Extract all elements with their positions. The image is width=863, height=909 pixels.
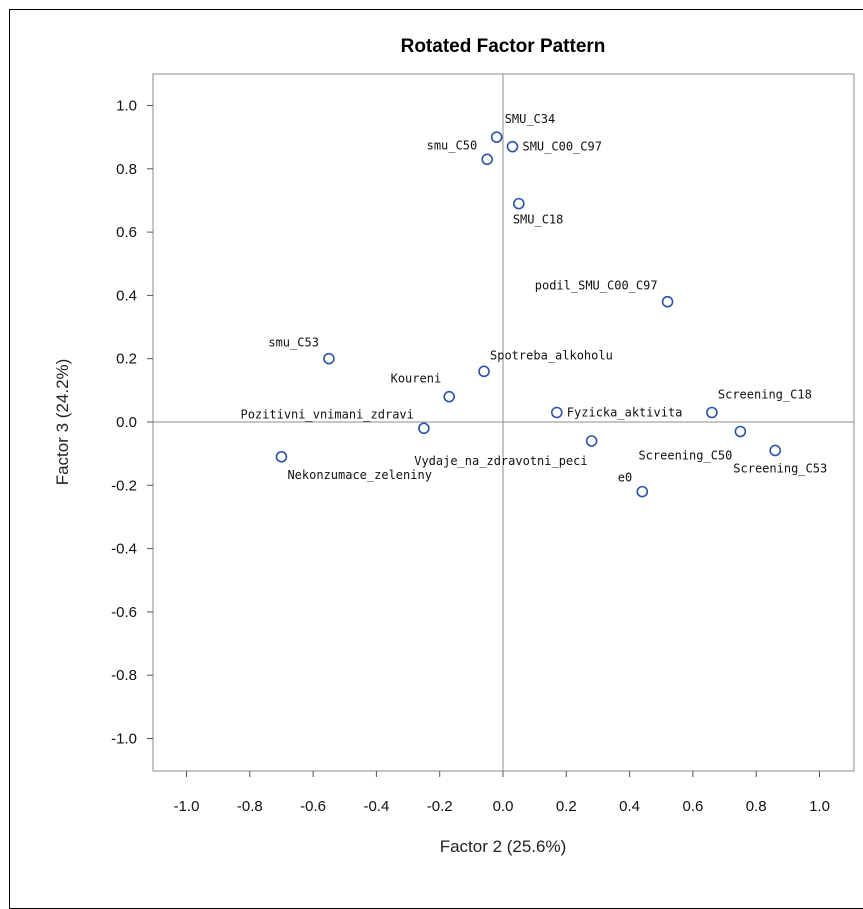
x-tick-label: 0.4 [619,798,640,815]
x-tick-label: 0.6 [682,798,703,815]
data-point [506,140,519,153]
y-tick-label: 0.2 [116,351,137,368]
x-tick-label: 0.8 [746,798,767,815]
plot-area: -1.0 -0.8 -0.6 -0.4 -0.2 0.0 0.2 0.4 0.6 0.8 1.0 1.… [111,73,855,815]
data-point [275,451,288,463]
y-tick-label: 0.0 [116,414,137,431]
data-point-label: Koureni [391,372,442,386]
data-point-label: Screening_C18 [718,388,812,402]
data-point [706,406,718,419]
x-tick-label: -0.4 [363,798,389,815]
y-tick-label: -0.2 [111,477,137,494]
data-point [661,295,674,308]
chart-title: Rotated Factor Pattern [401,36,606,57]
data-point-label: Nekonzumace_zeleniny [287,468,432,482]
y-tick-label: 1.0 [116,98,137,115]
x-tick-label: 1.0 [809,798,830,815]
y-tick-label: 0.6 [116,224,137,241]
data-point-label: Spotreba_alkoholu [490,348,613,362]
y-tick-label: -0.8 [111,667,137,684]
data-point-label: Pozitivni_vnimani_zdravi [240,407,413,421]
scatter-chart: Rotated Factor Pattern -1.0 -0.8 -0.6 -0.4-… [53,36,855,856]
data-point [769,444,781,457]
data-point-label: Fyzicka_aktivita [567,406,683,420]
x-tick-label: -0.6 [300,798,326,815]
x-tick-label: 0.0 [493,798,514,815]
data-point [734,425,747,438]
data-point-label: Screening_C50 [638,448,732,462]
data-point-label: Screening_C53 [733,461,827,475]
y-tick-label: -0.4 [111,541,137,558]
data-point-label: Vydaje_na_zdravotni_peci [414,454,587,468]
y-tick-label: -1.0 [111,731,137,748]
data-point-label: SMU_C00_C97 [522,140,601,154]
x-tick-label: -0.2 [427,798,453,815]
y-tick-label: -0.6 [111,604,137,621]
x-tick-label: 0.2 [556,798,577,815]
data-point [443,390,455,403]
data-point [585,435,598,447]
data-point [490,131,503,143]
y-tick-label: 0.4 [116,287,137,304]
data-point [551,406,563,419]
data-point [418,422,430,435]
data-point-label: SMU_C34 [505,112,556,126]
x-axis-label: Factor 2 (25.6%) [440,837,567,856]
chart-frame [9,9,863,909]
x-tick-label: -0.8 [237,798,263,815]
data-point [478,365,490,378]
y-tick-label: 0.8 [116,161,137,178]
data-point-label: SMU_C18 [513,213,564,227]
data-point [513,197,525,210]
data-point [636,485,649,498]
data-point [323,352,335,365]
data-point-label: smu_C53 [268,336,319,350]
data-point-label: e0 [618,471,632,485]
data-point [481,153,493,166]
x-tick-label: -1.0 [174,798,200,815]
y-axis-label: Factor 3 (24.2%) [53,359,72,486]
data-point-label: smu_C50 [427,138,478,152]
data-point-label: podil_SMU_C00_C97 [535,279,658,293]
